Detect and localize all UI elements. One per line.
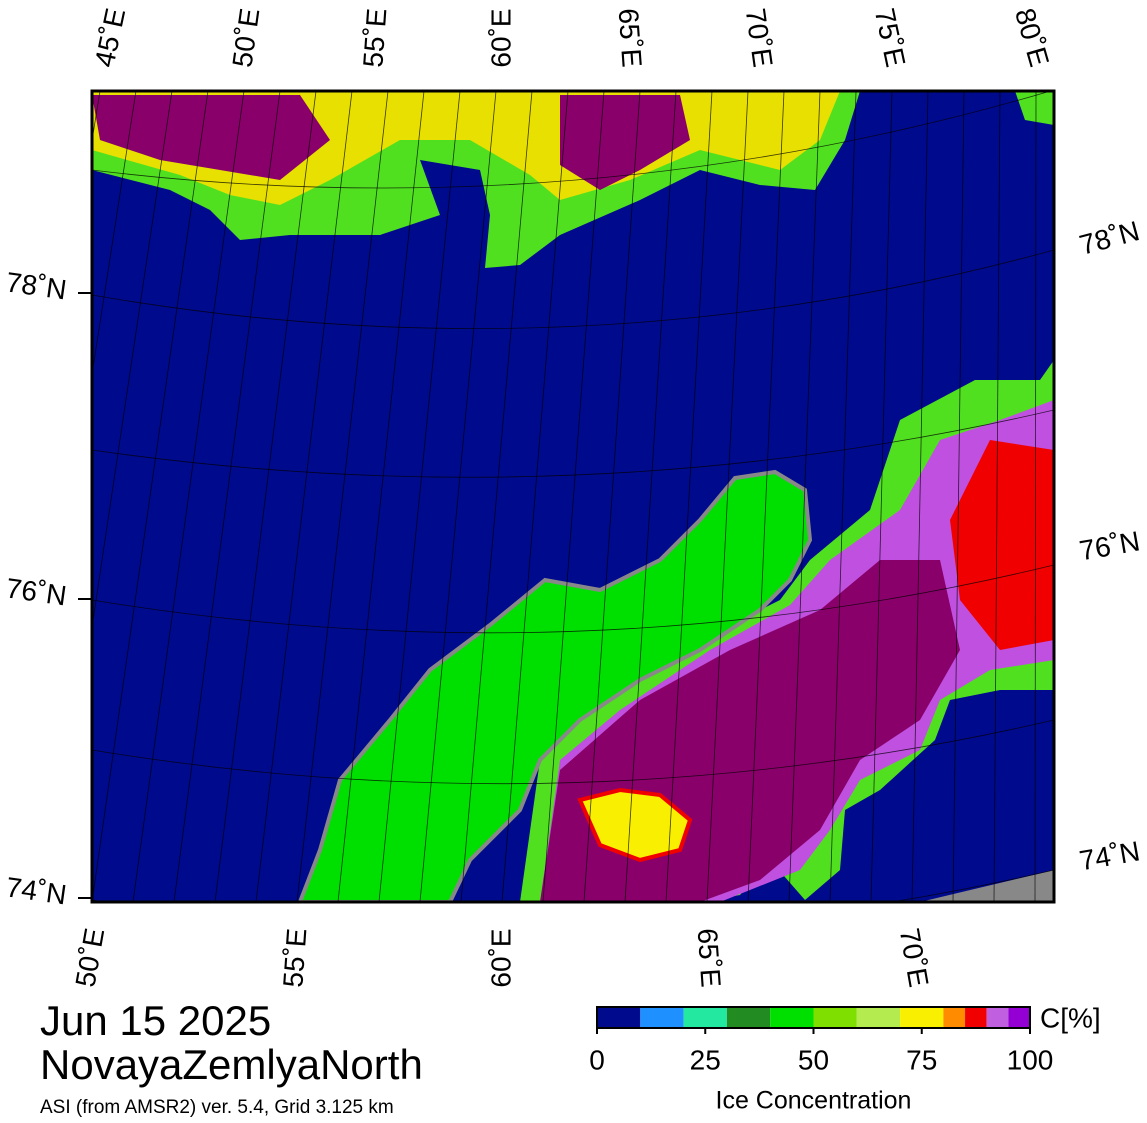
ice-north-core	[92, 95, 330, 180]
colorbar-segment	[986, 1007, 1009, 1028]
meridian	[788, 91, 821, 902]
colorbar-segment	[943, 1007, 966, 1028]
meridian	[173, 91, 281, 902]
meridians	[92, 91, 1076, 902]
top-lon-label: 50˚E	[226, 6, 265, 69]
novaya-zemlya	[297, 469, 813, 902]
colorbar: 0 25 50 75 100 C[%] Ice Concentration	[589, 1002, 1100, 1114]
ice-ne	[1015, 91, 1054, 125]
colorbar-segment	[900, 1007, 944, 1028]
meridian	[1034, 91, 1037, 902]
meridian	[1072, 91, 1076, 902]
meridian	[911, 91, 929, 902]
region-name: NovayaZemlyaNorth	[40, 1041, 423, 1088]
meridian	[296, 91, 389, 902]
colorbar-tick-label: 0	[589, 1044, 605, 1075]
bottom-lon-label: 50˚E	[70, 926, 111, 990]
colorbar-segment	[1008, 1007, 1030, 1028]
left-lat-label: 74˚N	[4, 871, 68, 910]
top-lon-label: 60˚E	[485, 8, 516, 67]
bottom-lon-label: 55˚E	[277, 927, 312, 988]
meridian	[92, 91, 101, 144]
meridian	[624, 91, 677, 902]
meridian	[542, 91, 605, 902]
colorbar-segment	[770, 1007, 814, 1028]
colorbar-segment	[965, 1007, 987, 1028]
graticule	[92, 564, 1054, 634]
right-lat-label: 78˚N	[1076, 215, 1143, 261]
bottom-lon-label: 60˚E	[485, 928, 516, 987]
top-lon-label: 55˚E	[357, 7, 392, 68]
date: Jun 15 2025	[40, 997, 271, 1044]
top-lon-label: 80˚E	[1009, 5, 1055, 70]
coordinate-labels: 45˚E 50˚E 55˚E 60˚E 65˚E 70˚E 75˚E 80˚E 50˚E 55˚E…	[4, 5, 1143, 990]
colorbar-segment	[597, 1007, 641, 1028]
meridian	[993, 91, 1001, 902]
meridian	[747, 91, 785, 902]
colorbar-tick-label: 100	[1007, 1044, 1054, 1075]
meridian	[829, 91, 857, 902]
meridian	[706, 91, 749, 902]
colorbar-segment	[813, 1007, 857, 1028]
meridian	[92, 91, 209, 902]
meridian	[583, 91, 641, 902]
top-lon-label: 45˚E	[89, 5, 132, 69]
top-lon-label: 75˚E	[869, 5, 912, 69]
graticule	[92, 719, 1054, 785]
right-lat-label: 74˚N	[1077, 835, 1142, 876]
meridian	[501, 91, 569, 902]
bottom-lon-label: 65˚E	[692, 927, 727, 988]
graticule	[92, 91, 1052, 189]
right-lat-label: 76˚N	[1077, 525, 1142, 566]
top-lon-label: 70˚E	[740, 6, 779, 69]
left-lat-label: 76˚N	[4, 572, 68, 611]
meridian	[870, 91, 893, 902]
meridian	[214, 91, 317, 902]
meridian	[665, 91, 713, 902]
meridian	[92, 91, 173, 630]
colorbar-segment	[640, 1007, 684, 1028]
colorbar-tick-label: 25	[690, 1044, 721, 1075]
colorbar-tick-label: 75	[906, 1044, 937, 1075]
ice-east-red	[950, 440, 1054, 650]
meridian	[337, 91, 425, 902]
colorbar-segment	[726, 1007, 771, 1028]
left-lat-label: 78˚N	[4, 266, 68, 305]
meridian	[419, 91, 497, 902]
meridian	[952, 91, 965, 902]
meridian	[378, 91, 461, 902]
colorbar-tick-label: 50	[798, 1044, 829, 1075]
graticule	[92, 869, 1054, 902]
colorbar-unit: C[%]	[1040, 1002, 1101, 1033]
top-lon-label: 65˚E	[613, 7, 648, 68]
graticule	[92, 249, 1054, 329]
ice-north-core	[560, 95, 690, 190]
map-area	[92, 91, 1076, 902]
colorbar-title: Ice Concentration	[716, 1087, 912, 1115]
source: ASI (from AMSR2) ver. 5.4, Grid 3.125 km	[40, 1097, 394, 1118]
meridian	[460, 91, 533, 902]
colorbar-segment	[683, 1007, 727, 1028]
map-frame	[90, 89, 1056, 904]
meridian	[255, 91, 353, 902]
meridian	[92, 91, 137, 377]
colorbar-segment	[856, 1007, 901, 1028]
graticule	[92, 409, 1054, 478]
meridian	[132, 91, 245, 902]
ice-patch	[577, 787, 693, 863]
bottom-lon-label: 70˚E	[894, 926, 935, 990]
